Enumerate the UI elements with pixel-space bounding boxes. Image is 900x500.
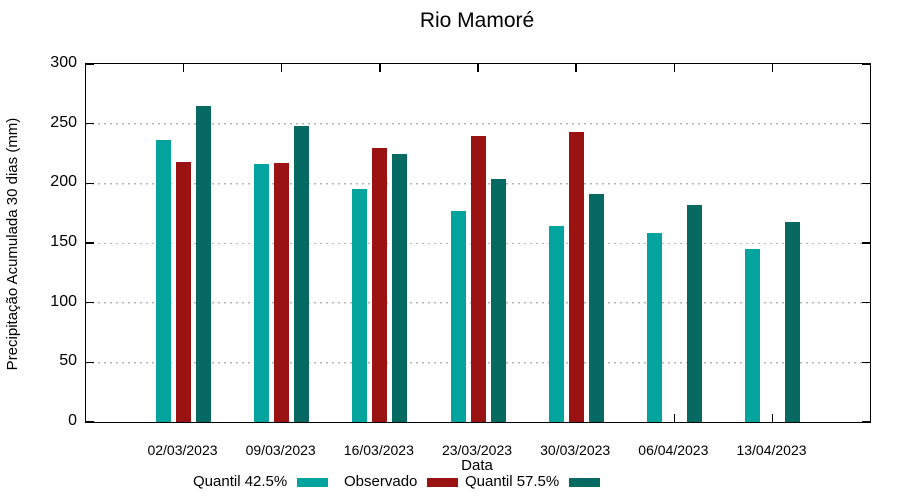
gridline: [86, 122, 870, 125]
y-tick-mark: [862, 122, 870, 125]
legend-swatch-quantil-42-5: [297, 477, 329, 487]
x-tick-label: 23/03/2023: [441, 442, 513, 458]
bar-quantil-42-5-: [745, 248, 761, 422]
legend-label: Quantil 42.5%: [193, 473, 288, 490]
x-tick-mark: [673, 414, 676, 422]
x-tick-label: 09/03/2023: [245, 442, 316, 458]
bar-observado: [274, 163, 290, 422]
y-tick-label: 300: [50, 54, 77, 71]
legend-swatch-observado: [427, 477, 459, 487]
legend-entry-observado: Observado: [344, 473, 459, 491]
bar-observado: [470, 135, 486, 422]
x-tick-mark: [575, 64, 577, 72]
y-tick-label: 250: [50, 113, 77, 131]
y-tick-mark: [86, 242, 94, 244]
bar-observado: [568, 132, 584, 422]
bar-quantil-42-5-: [254, 164, 270, 422]
y-tick-mark: [862, 421, 870, 423]
y-tick-mark: [86, 301, 94, 304]
y-tick-label: 50: [59, 352, 77, 370]
y-tick-label: 150: [50, 233, 77, 250]
x-tick-mark: [379, 64, 381, 72]
legend-entry-quantil-42-5: Quantil 42.5%: [193, 473, 329, 491]
bar-observado: [176, 161, 191, 422]
x-tick-mark: [673, 64, 676, 72]
legend-label: Observado: [344, 473, 418, 490]
x-tick-label: 02/03/2023: [147, 442, 218, 458]
x-tick-label: 30/03/2023: [540, 442, 611, 458]
legend-entry-quantil-57-5: Quantil 57.5%: [465, 473, 601, 491]
bar-quantil-57-5-: [294, 126, 310, 422]
x-tick-mark: [182, 64, 185, 72]
x-tick-label: 16/03/2023: [343, 442, 414, 458]
bar-quantil-57-5-: [196, 105, 211, 422]
y-tick-label: 200: [50, 173, 77, 191]
bar-quantil-57-5-: [392, 153, 408, 422]
x-tick-mark: [477, 64, 479, 72]
bar-observado: [372, 147, 388, 422]
y-tick-label: 100: [50, 292, 77, 310]
chart-title: Rio Mamoré: [419, 9, 535, 32]
bar-quantil-42-5-: [450, 210, 466, 422]
bar-quantil-42-5-: [548, 226, 564, 422]
x-tick-label: 13/04/2023: [736, 442, 807, 458]
plot-area: [85, 63, 871, 423]
x-tick-mark: [771, 64, 774, 72]
x-tick-mark: [771, 414, 774, 422]
y-tick-label: 0: [68, 412, 77, 429]
y-tick-mark: [862, 361, 870, 364]
bar-quantil-57-5-: [785, 221, 801, 422]
y-tick-mark: [86, 421, 94, 423]
legend-label: Quantil 57.5%: [465, 473, 560, 490]
x-tick-mark: [280, 64, 283, 72]
x-axis-label: Data: [461, 457, 493, 474]
y-tick-mark: [86, 63, 94, 65]
bar-quantil-57-5-: [588, 194, 604, 422]
y-tick-mark: [86, 182, 94, 185]
bar-quantil-42-5-: [156, 140, 171, 422]
bar-quantil-42-5-: [352, 189, 368, 422]
y-tick-mark: [86, 361, 94, 364]
x-tick-label: 06/04/2023: [638, 442, 709, 458]
y-tick-mark: [862, 301, 870, 304]
y-tick-mark: [862, 182, 870, 185]
bar-quantil-42-5-: [646, 233, 662, 422]
bar-quantil-57-5-: [686, 204, 702, 422]
bar-quantil-57-5-: [490, 178, 506, 422]
y-tick-mark: [86, 122, 94, 125]
y-tick-mark: [862, 242, 870, 244]
legend-swatch-quantil-57-5: [569, 477, 601, 487]
y-tick-mark: [862, 63, 870, 65]
